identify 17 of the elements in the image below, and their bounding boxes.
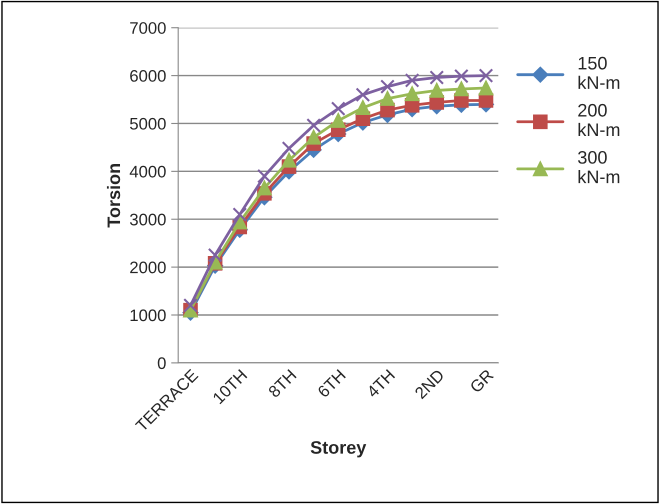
x-axis-title: Storey	[310, 441, 366, 458]
y-tick-label: 1000	[130, 309, 166, 322]
x-tick-label: GR	[469, 368, 494, 394]
legend-label: 200 kN-m	[578, 104, 620, 136]
y-tick-label: 4000	[130, 166, 166, 178]
legend-label: 150 kN-m	[578, 56, 620, 89]
y-axis-title: Torsion	[106, 164, 120, 228]
y-tick-label: 3000	[130, 214, 166, 226]
y-tick-label: 7000	[130, 22, 166, 34]
y-tick-label: 0	[158, 357, 166, 370]
x-tick-label: 8TH	[268, 369, 297, 398]
y-tick-label: 5000	[130, 118, 166, 130]
y-tick-label: 6000	[130, 70, 166, 82]
legend-label: 300 kN-m	[578, 151, 620, 184]
x-tick-label: 6TH	[316, 369, 346, 398]
x-tick-label: 4TH	[366, 369, 396, 398]
y-tick-label: 2000	[130, 262, 166, 274]
